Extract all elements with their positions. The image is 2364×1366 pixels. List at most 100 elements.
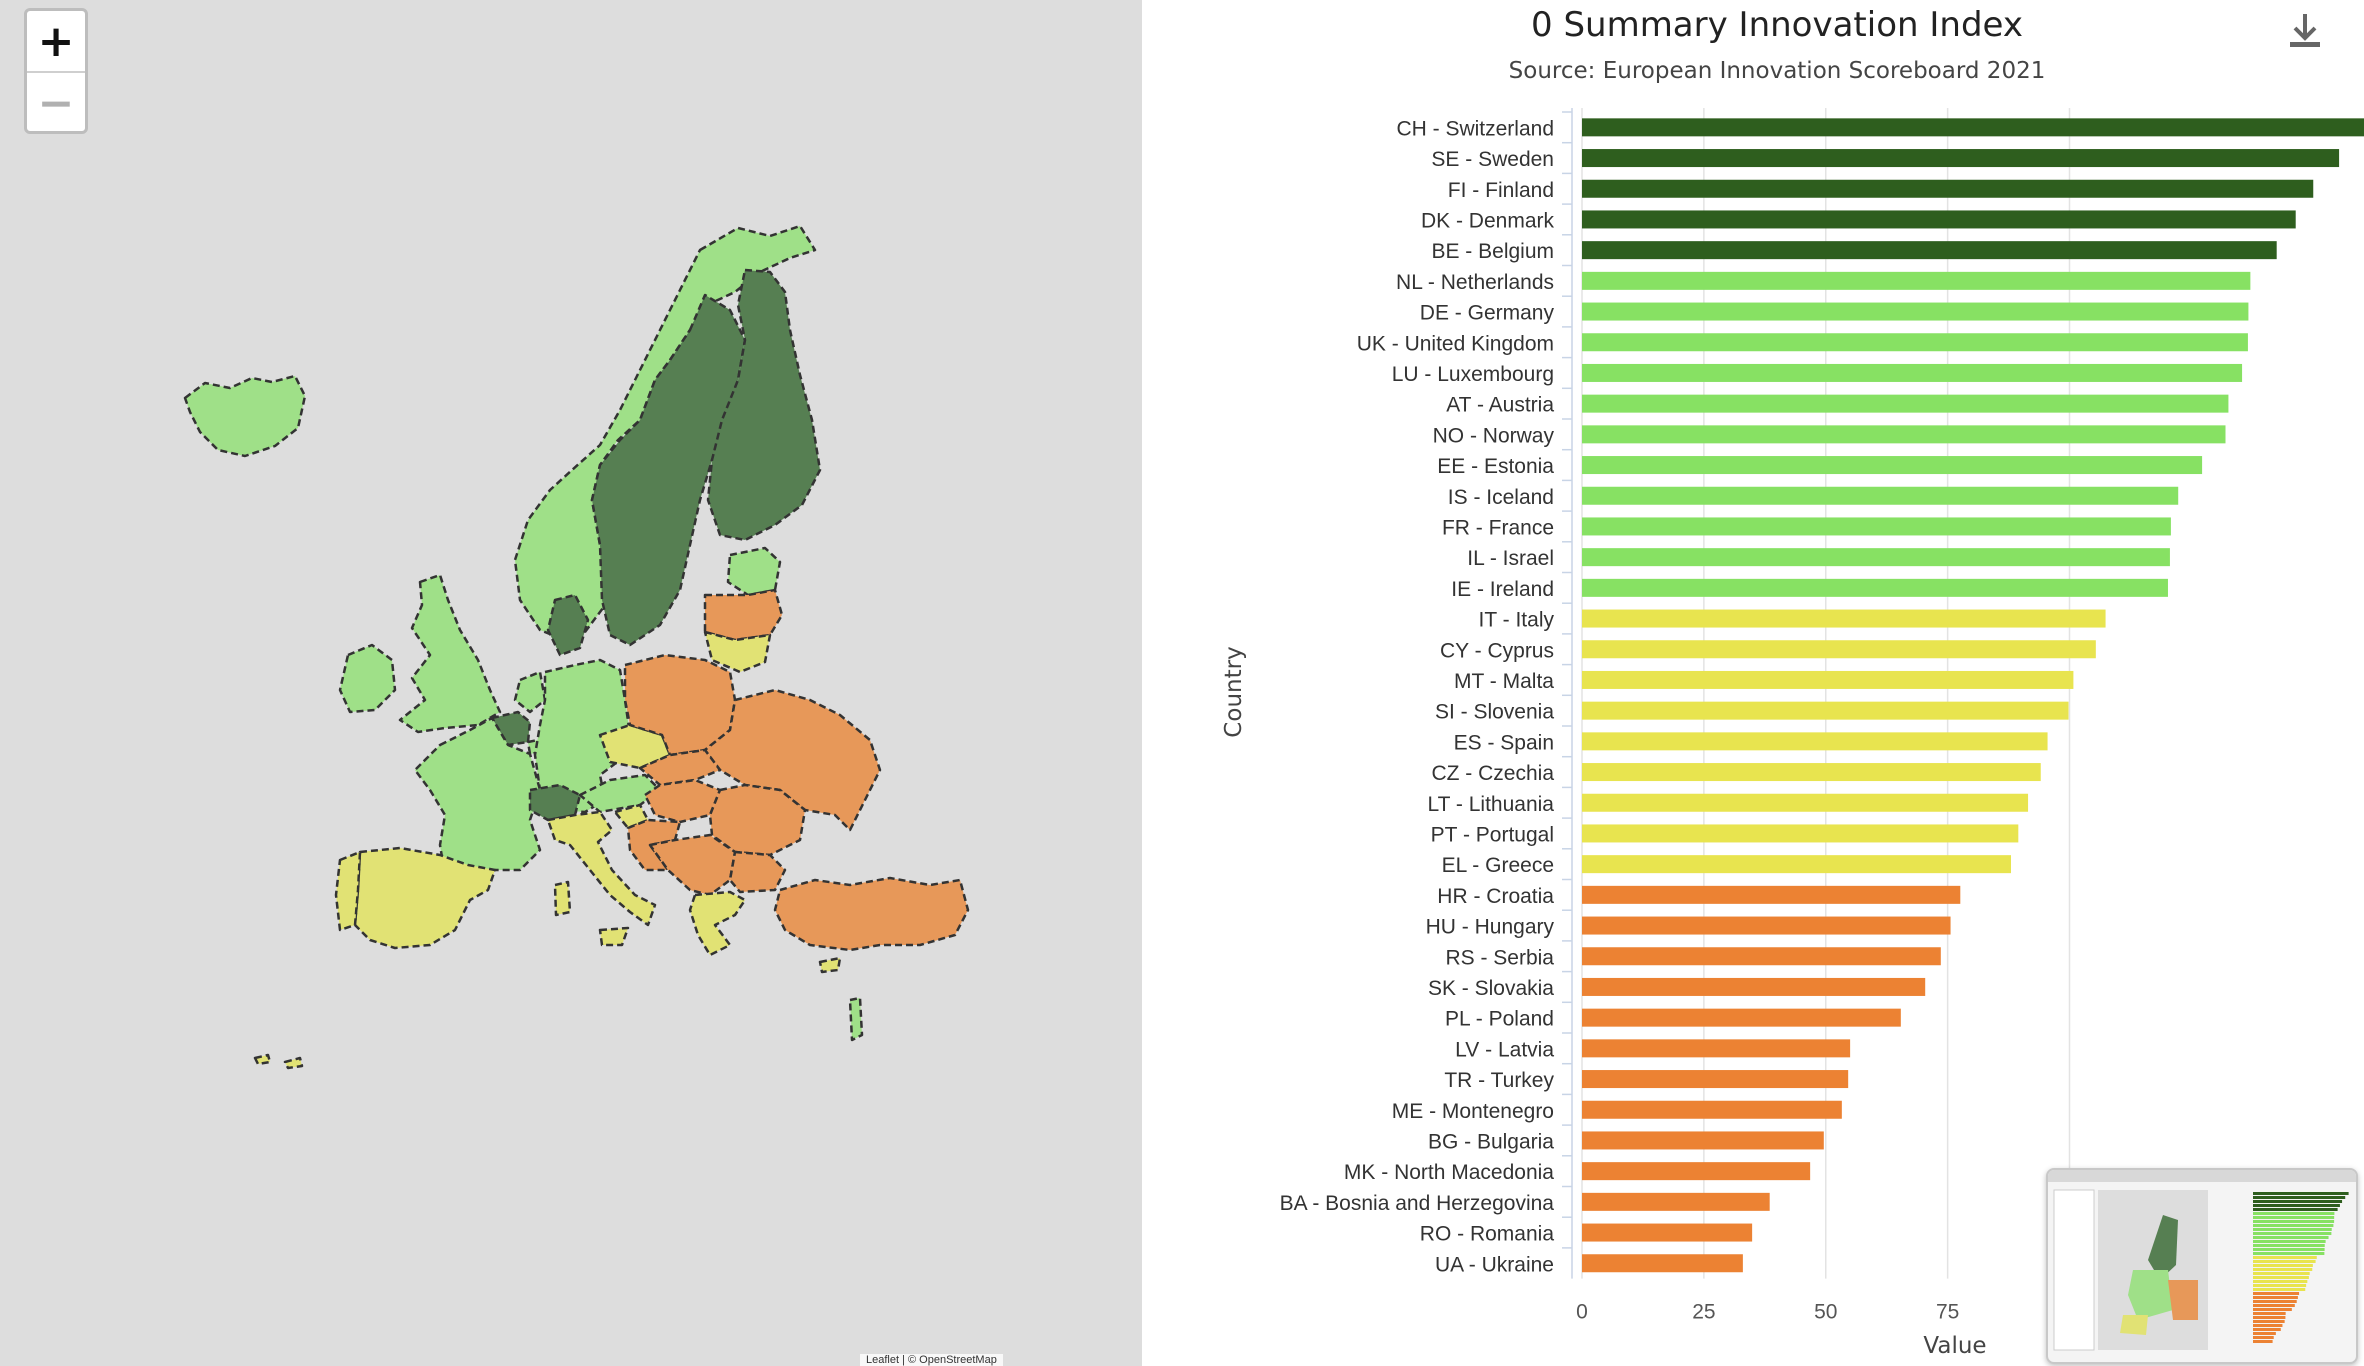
bar[interactable] — [1582, 578, 2168, 597]
thumbnail-bar — [2253, 1280, 2308, 1283]
bar[interactable] — [1582, 885, 1961, 904]
x-tick-label: 25 — [1692, 1301, 1715, 1324]
country-denmark[interactable] — [546, 593, 590, 657]
country-estonia[interactable] — [726, 546, 782, 597]
bar[interactable] — [1582, 609, 2106, 628]
bar[interactable] — [1582, 1039, 1851, 1058]
category-label: PL - Poland — [1445, 1008, 1554, 1031]
country-iceland[interactable] — [183, 374, 307, 458]
country-latvia[interactable] — [703, 588, 784, 642]
bar[interactable] — [1582, 517, 2171, 536]
category-label: SI - Slovenia — [1435, 701, 1554, 724]
country-turkey[interactable] — [773, 876, 970, 952]
country-spain[interactable] — [353, 846, 497, 950]
bar[interactable] — [1582, 394, 2229, 413]
bar[interactable] — [1582, 1131, 1824, 1150]
bar[interactable] — [1582, 793, 2029, 812]
bar[interactable] — [1582, 670, 2074, 689]
thumbnail-bar — [2253, 1236, 2329, 1239]
screenshot-thumbnail[interactable] — [2046, 1168, 2358, 1364]
map-attribution[interactable]: Leaflet | © OpenStreetMap — [860, 1354, 1003, 1366]
bar-chart-panel: 0 Summary Innovation Index Source: Europ… — [1142, 0, 2364, 1366]
thumbnail-bar — [2253, 1260, 2316, 1263]
bar[interactable] — [1582, 947, 1941, 966]
zoom-out-button[interactable]: − — [27, 71, 85, 133]
bar[interactable] — [1582, 271, 2251, 290]
thumbnail-bar — [2253, 1316, 2286, 1319]
map-canvas[interactable] — [0, 0, 1142, 1366]
thumbnail-bar — [2253, 1312, 2286, 1315]
thumbnail-bar — [2253, 1200, 2343, 1203]
country-norway[interactable] — [513, 224, 817, 642]
bar[interactable] — [1582, 701, 2069, 720]
country-canary-islands[interactable] — [253, 1053, 304, 1070]
category-label: LU - Luxembourg — [1392, 363, 1554, 386]
country-switzerland[interactable] — [528, 783, 582, 822]
bar[interactable] — [1582, 1008, 1901, 1027]
country-ireland[interactable] — [338, 643, 397, 714]
bar[interactable] — [1582, 210, 2296, 229]
country-italy[interactable] — [546, 810, 657, 927]
bar[interactable] — [1582, 118, 2364, 137]
category-label: SE - Sweden — [1431, 148, 1554, 171]
bar-chart: 0 Summary Innovation Index Source: Europ… — [1221, 5, 2364, 1359]
europe-map[interactable]: + − Leaflet | © OpenStreetMap — [0, 0, 1142, 1366]
country-czechia[interactable] — [598, 723, 672, 770]
category-label: ME - Montenegro — [1392, 1100, 1554, 1123]
thumbnail-bar — [2253, 1336, 2274, 1339]
bar[interactable] — [1582, 1162, 1811, 1181]
country-sicily[interactable] — [598, 926, 630, 947]
bar[interactable] — [1582, 1070, 1849, 1089]
category-label: PT - Portugal — [1431, 823, 1554, 846]
country-bulgaria[interactable] — [728, 850, 787, 894]
thumbnail-bar — [2253, 1272, 2310, 1275]
thumbnail-bar — [2253, 1240, 2326, 1243]
country-portugal[interactable] — [334, 850, 362, 932]
country-israel[interactable] — [848, 996, 864, 1042]
country-uk[interactable] — [398, 573, 502, 734]
bar[interactable] — [1582, 456, 2203, 475]
country-france[interactable] — [413, 716, 542, 887]
country-finland[interactable] — [706, 268, 822, 542]
bar[interactable] — [1582, 763, 2041, 782]
bar[interactable] — [1582, 363, 2243, 382]
bar[interactable] — [1582, 977, 1926, 996]
country-lithuania[interactable] — [703, 630, 772, 674]
country-netherlands[interactable] — [513, 670, 547, 714]
bar[interactable] — [1582, 333, 2248, 352]
country-greece[interactable] — [688, 890, 747, 957]
thumbnail-bar — [2253, 1288, 2306, 1291]
bar[interactable] — [1582, 916, 1951, 935]
bar[interactable] — [1582, 1223, 1753, 1242]
category-label: TR - Turkey — [1444, 1069, 1554, 1092]
country-balkans[interactable] — [648, 833, 737, 897]
bar[interactable] — [1582, 241, 2277, 260]
category-label: BA - Bosnia and Herzegovina — [1280, 1192, 1555, 1215]
zoom-in-button[interactable]: + — [37, 15, 75, 67]
country-poland[interactable] — [623, 653, 737, 757]
category-label: FR - France — [1442, 516, 1554, 539]
country-belgium[interactable] — [490, 710, 532, 747]
bar[interactable] — [1582, 486, 2179, 505]
bar[interactable] — [1582, 1254, 1743, 1273]
country-sardinia[interactable] — [553, 880, 572, 917]
category-label: BG - Bulgaria — [1428, 1130, 1554, 1153]
bar[interactable] — [1582, 149, 2340, 168]
bar[interactable] — [1582, 640, 2096, 659]
bar[interactable] — [1582, 1100, 1842, 1119]
bar[interactable] — [1582, 855, 2011, 874]
bar[interactable] — [1582, 1192, 1770, 1211]
download-button[interactable] — [2282, 8, 2328, 54]
category-label: FI - Finland — [1448, 179, 1554, 202]
country-cyprus[interactable] — [818, 956, 842, 974]
bar[interactable] — [1582, 732, 2048, 751]
bar[interactable] — [1582, 425, 2226, 444]
bar[interactable] — [1582, 824, 2019, 843]
thumbnail-bar — [2253, 1256, 2317, 1259]
bar[interactable] — [1582, 548, 2170, 567]
bar[interactable] — [1582, 302, 2249, 321]
country-romania[interactable] — [708, 783, 807, 857]
bar[interactable] — [1582, 179, 2314, 198]
country-croatia[interactable] — [626, 818, 682, 872]
country-hungary[interactable] — [643, 778, 722, 824]
